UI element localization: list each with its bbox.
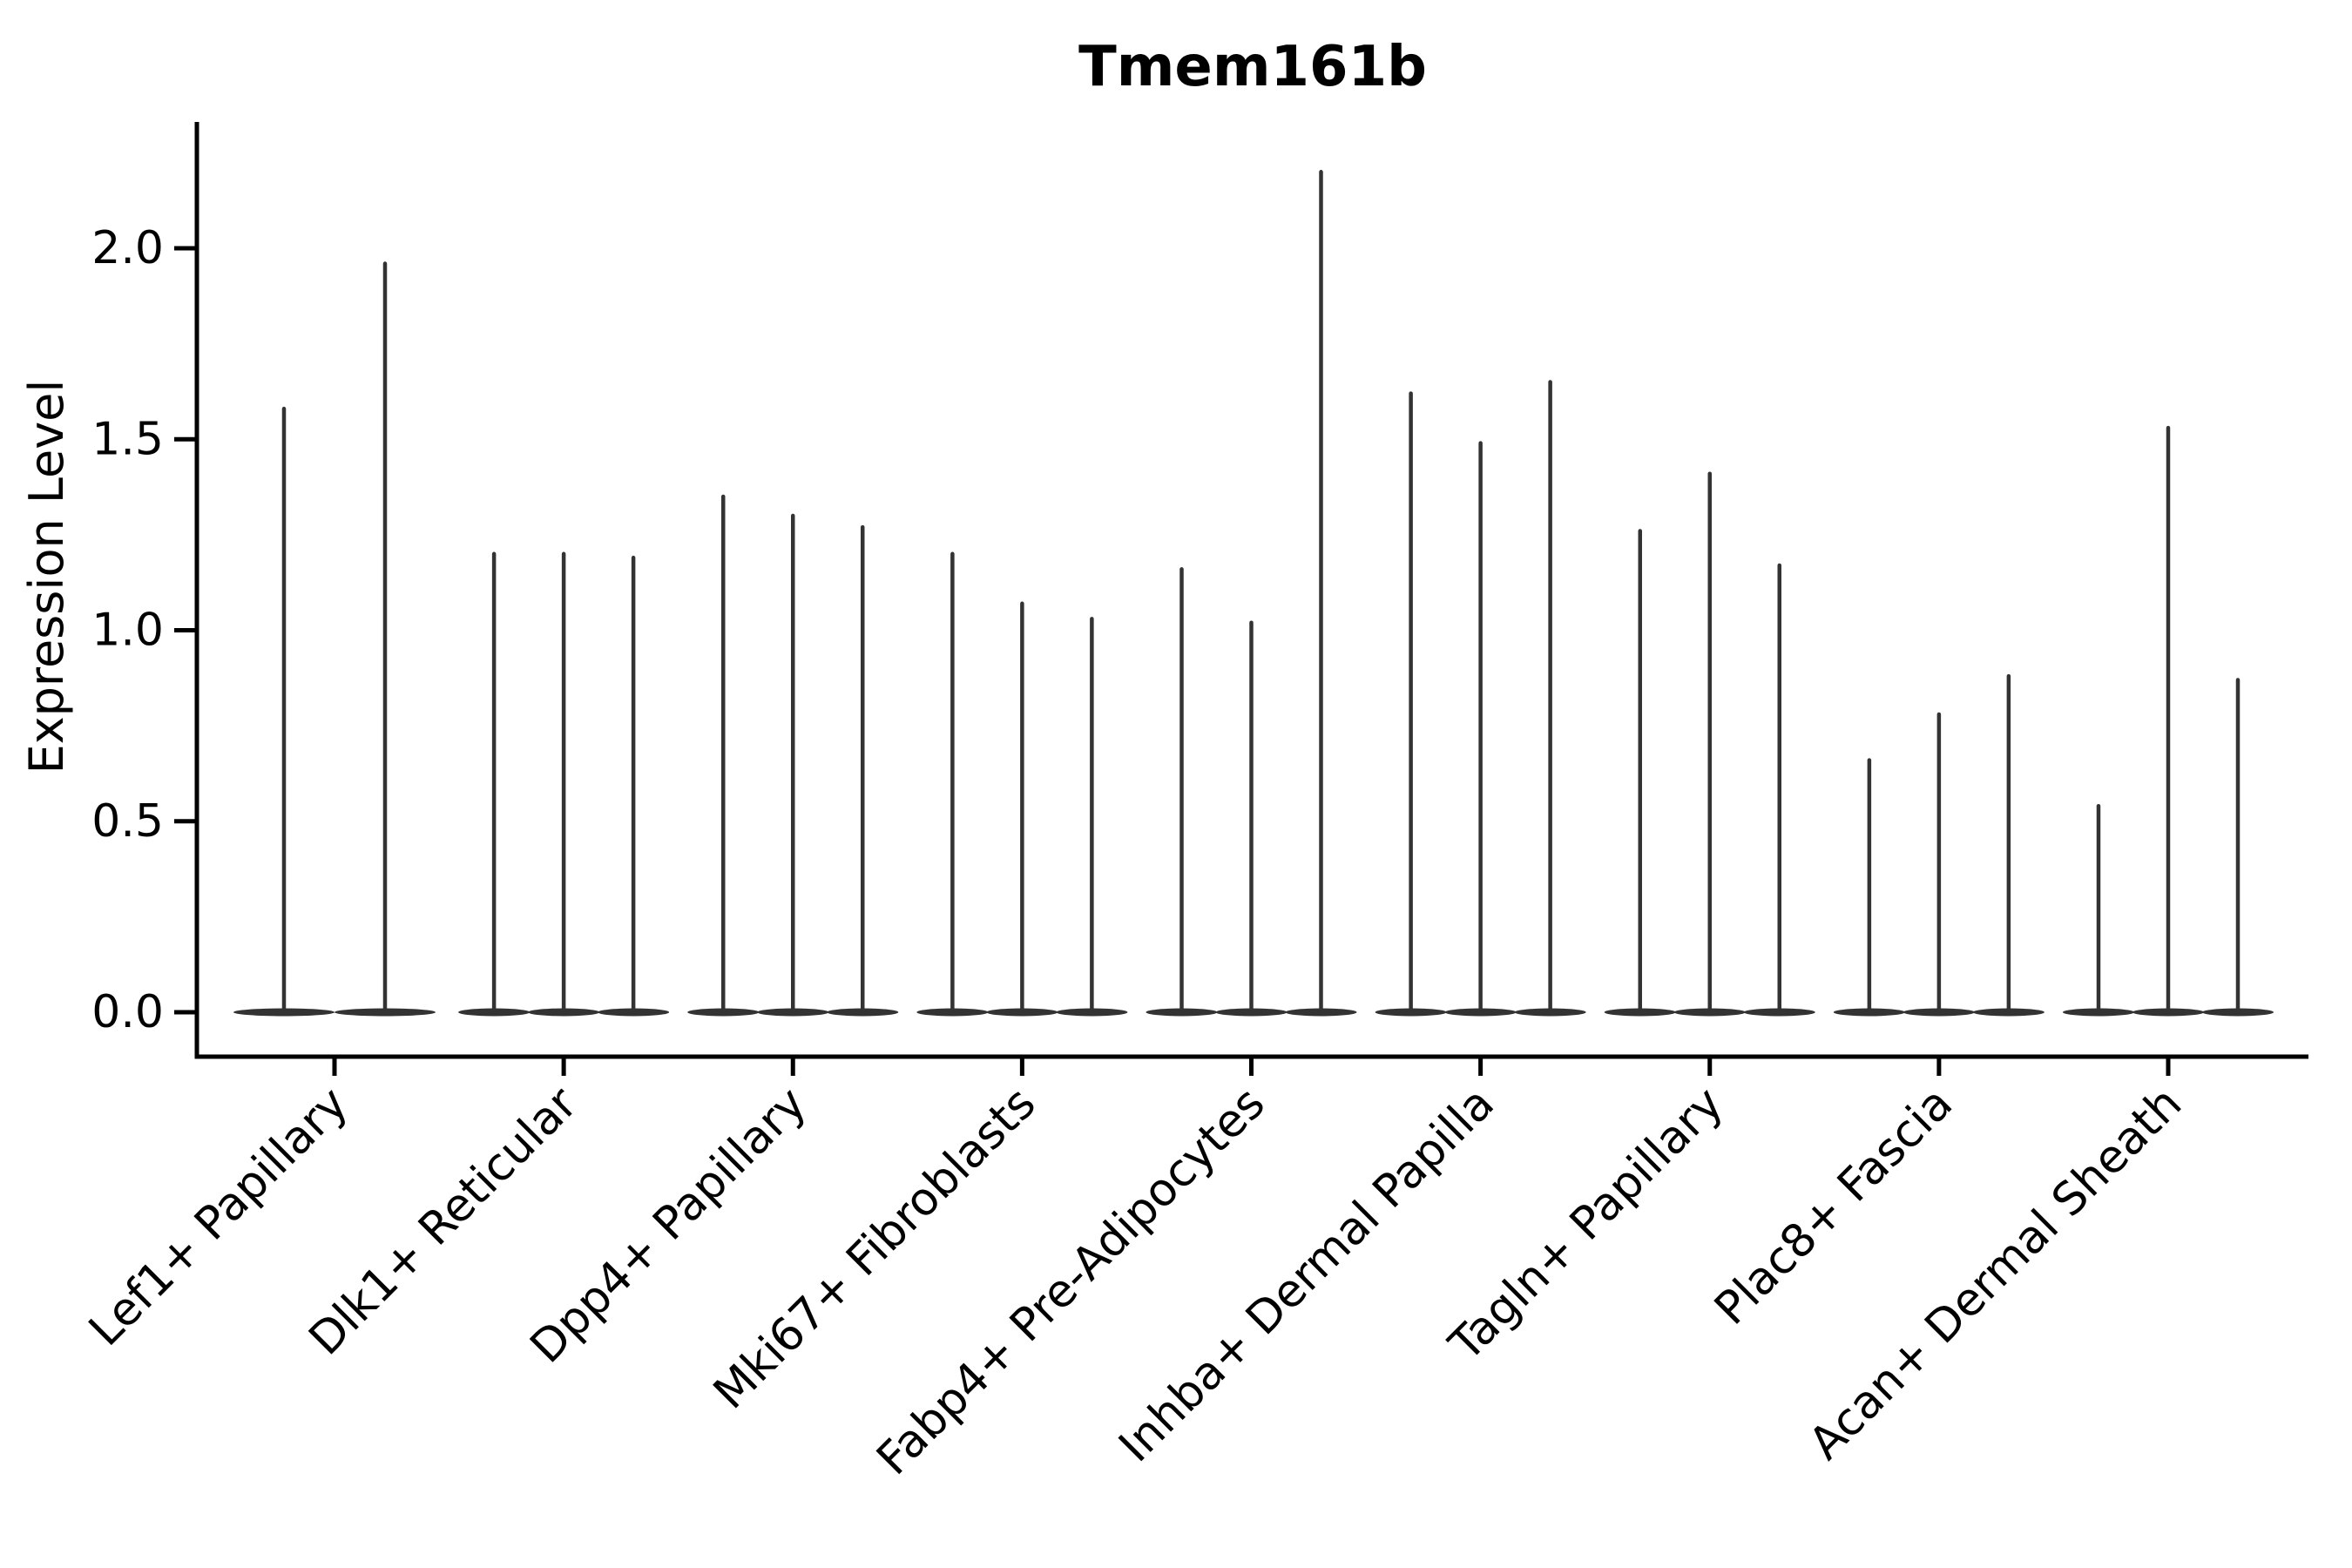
- x-tick-label: Plac8+ Fascia: [1705, 1078, 1963, 1335]
- x-tick-label: Inhba+ Dermal Papilla: [1109, 1078, 1504, 1472]
- violin-group: [1375, 380, 1586, 1017]
- violin-group: [1146, 170, 1357, 1017]
- violin-group: [1833, 673, 2044, 1017]
- x-tick-label: Acan+ Dermal Sheath: [1800, 1078, 2193, 1470]
- y-tick-label: 1.5: [91, 413, 164, 465]
- violin-group: [1604, 471, 1815, 1017]
- violin-group: [916, 551, 1128, 1017]
- violin-group: [2063, 425, 2274, 1017]
- plot-title: Tmem161b: [1078, 35, 1427, 99]
- violins: [233, 170, 2274, 1017]
- y-tick-label: 2.0: [91, 222, 164, 274]
- y-tick-label: 0.5: [91, 795, 164, 848]
- y-axis-label: Expression Level: [19, 380, 74, 774]
- violin-group: [233, 261, 436, 1017]
- x-tick-label: Fabp4+ Pre-Adipocytes: [867, 1078, 1274, 1485]
- y-tick-label: 1.0: [91, 605, 164, 657]
- violin-group: [687, 494, 899, 1017]
- y-tick-label: 0.0: [91, 986, 164, 1038]
- violin-group: [458, 551, 670, 1017]
